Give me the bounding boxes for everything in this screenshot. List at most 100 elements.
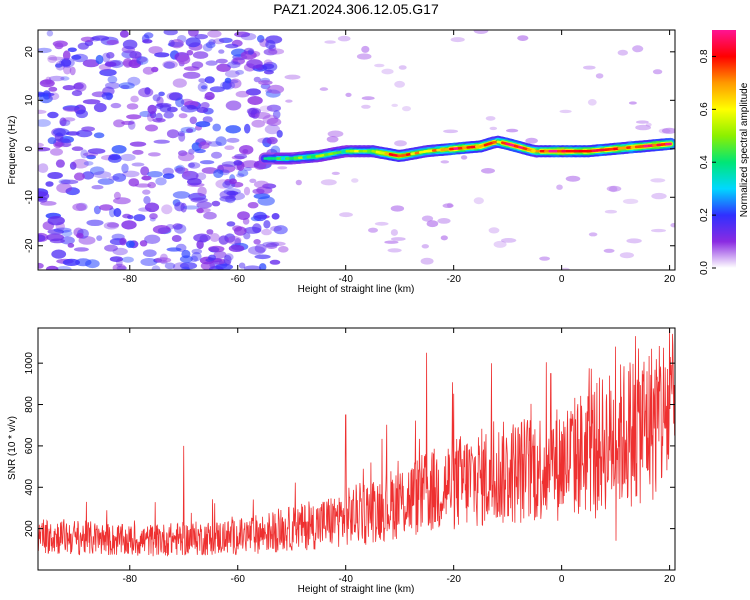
noise-cell: [60, 179, 79, 185]
noise-cell: [181, 170, 199, 181]
noise-cell: [131, 162, 145, 167]
colorbar-tick-label: 0.8: [699, 49, 710, 63]
noise-cell: [273, 225, 288, 235]
noise-cell: [254, 254, 271, 260]
noise-cell: [127, 120, 136, 130]
noise-cell: [38, 109, 47, 114]
noise-cell: [505, 128, 519, 133]
noise-cell: [253, 76, 261, 83]
noise-cell: [111, 145, 127, 154]
noise-cell: [49, 238, 65, 244]
noise-cell: [104, 244, 118, 252]
noise-cell: [71, 146, 84, 151]
noise-cell: [196, 240, 204, 250]
noise-cell: [178, 132, 186, 142]
noise-cell: [167, 106, 178, 113]
noise-cell: [103, 221, 119, 230]
noise-cell: [652, 69, 663, 75]
noise-cell: [205, 41, 216, 49]
noise-cell: [80, 149, 88, 159]
noise-cell: [626, 238, 642, 244]
noise-cell: [481, 168, 495, 174]
noise-cell: [440, 160, 450, 164]
noise-cell: [186, 105, 196, 110]
noise-cell: [93, 102, 107, 113]
noise-cell: [253, 193, 270, 200]
noise-cell: [161, 204, 173, 215]
noise-cell: [163, 61, 175, 69]
noise-cell: [264, 124, 281, 135]
noise-cell: [171, 235, 182, 242]
noise-cell: [51, 249, 67, 259]
noise-cell: [106, 39, 120, 45]
noise-cell: [489, 126, 498, 131]
noise-cell: [326, 136, 339, 143]
noise-cell: [110, 102, 122, 109]
noise-cell: [559, 109, 572, 114]
noise-cell: [142, 66, 155, 75]
noise-cell: [148, 46, 163, 55]
noise-cell: [244, 123, 251, 134]
noise-cell: [243, 265, 262, 270]
noise-cell: [168, 39, 175, 47]
noise-cell: [141, 175, 152, 181]
spectrogram-signal: [258, 135, 675, 165]
noise-cell: [55, 63, 63, 68]
noise-cell: [38, 119, 51, 127]
y-tick-label: -10: [24, 190, 35, 205]
noise-cell: [147, 112, 154, 122]
noise-cell: [269, 259, 281, 265]
y-tick-label: 10: [24, 94, 35, 106]
noise-cell: [69, 66, 76, 76]
noise-cell: [121, 120, 135, 125]
noise-cell: [144, 234, 161, 244]
noise-cell: [95, 54, 104, 65]
noise-cell: [236, 173, 245, 178]
noise-cell: [142, 39, 153, 44]
noise-cell: [207, 30, 222, 38]
noise-cell: [247, 202, 259, 209]
noise-cell: [182, 71, 201, 79]
noise-cell: [121, 220, 137, 230]
noise-cell: [152, 94, 161, 102]
noise-cell: [211, 258, 226, 265]
noise-cell: [460, 155, 468, 160]
noise-cell: [208, 245, 225, 253]
noise-cell: [59, 117, 67, 127]
noise-cell: [152, 225, 171, 234]
noise-cell: [583, 65, 596, 70]
noise-cell: [62, 50, 71, 61]
noise-cell: [186, 128, 194, 133]
noise-cell: [265, 39, 276, 50]
noise-cell: [73, 82, 84, 90]
colorbar-tick-label: 0.2: [699, 208, 710, 222]
noise-cell: [442, 203, 454, 208]
noise-cell: [259, 105, 273, 112]
noise-cell: [218, 49, 225, 54]
noise-cell: [258, 80, 273, 86]
noise-cell: [198, 141, 210, 149]
noise-cell: [82, 59, 100, 68]
noise-cell: [189, 116, 197, 125]
noise-cell: [187, 178, 202, 186]
noise-cell: [234, 153, 248, 160]
colorbar-tick-label: 0.4: [699, 155, 710, 169]
noise-cell: [40, 201, 57, 206]
noise-cell: [390, 237, 406, 241]
noise-cell: [243, 186, 251, 196]
noise-cell: [219, 190, 237, 200]
noise-cell: [229, 178, 237, 185]
noise-cell: [235, 69, 245, 75]
noise-cell: [565, 175, 581, 182]
noise-cell: [73, 247, 89, 252]
noise-cell: [134, 183, 152, 188]
noise-cell: [191, 61, 204, 69]
noise-cell: [99, 69, 117, 77]
noise-cell: [191, 251, 202, 262]
noise-cell: [224, 70, 240, 78]
noise-cell: [284, 74, 301, 80]
noise-cell: [73, 172, 85, 181]
noise-cell: [38, 196, 48, 203]
noise-cell: [252, 223, 262, 234]
noise-cell: [191, 248, 203, 255]
